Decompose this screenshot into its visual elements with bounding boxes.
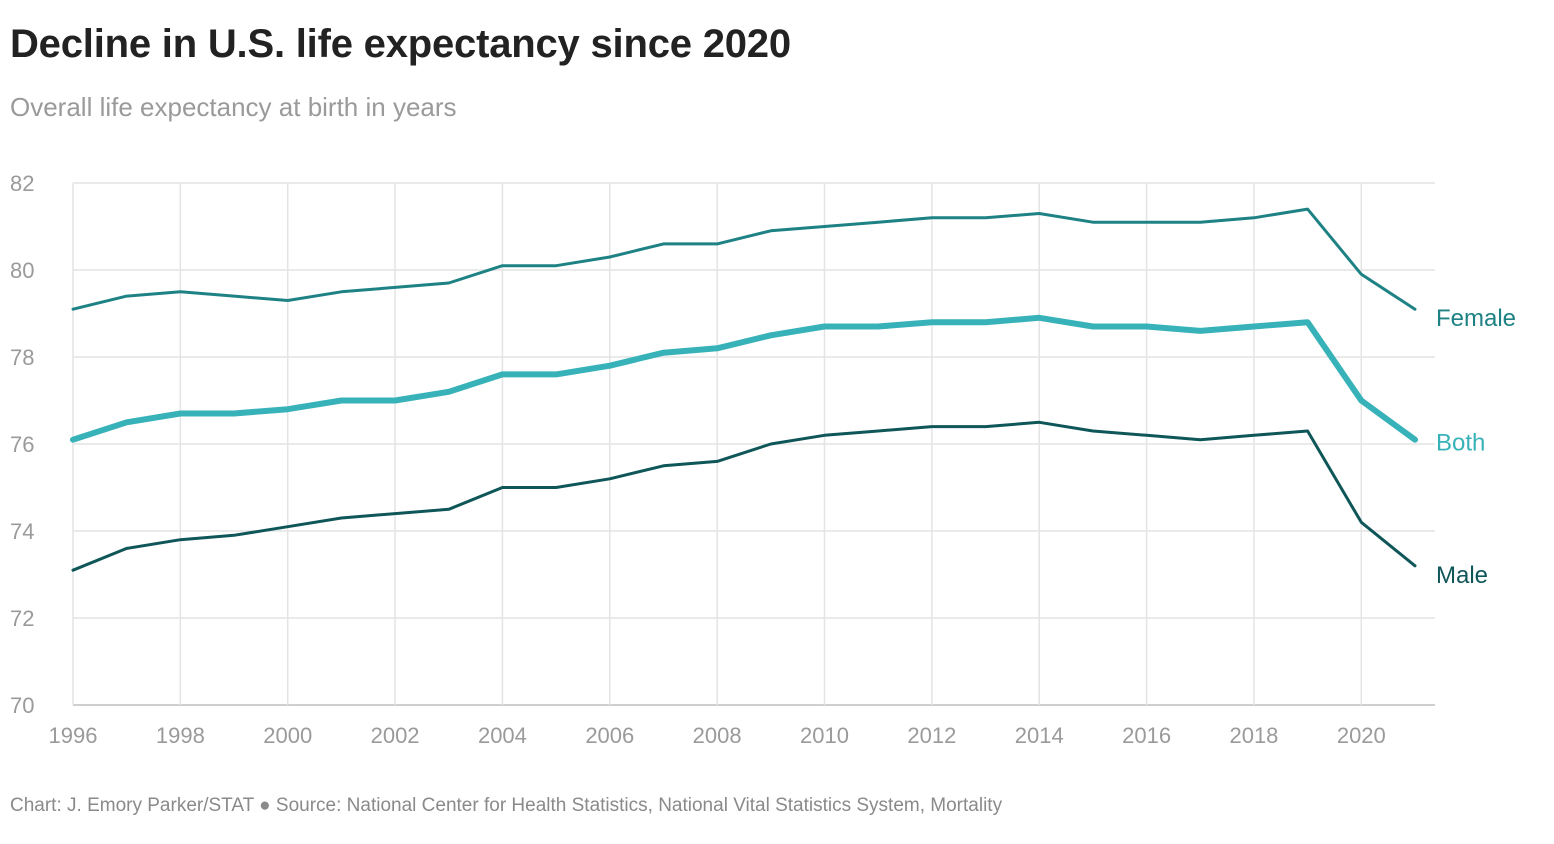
y-tick-label-76: 76: [10, 432, 34, 457]
x-tick-label-2006: 2006: [585, 723, 634, 748]
x-tick-label-2004: 2004: [478, 723, 527, 748]
x-tick-label-2000: 2000: [263, 723, 312, 748]
chart-title: Decline in U.S. life expectancy since 20…: [10, 22, 791, 66]
x-tick-label-2012: 2012: [907, 723, 956, 748]
y-tick-label-82: 82: [10, 171, 34, 196]
x-tick-label-2020: 2020: [1337, 723, 1386, 748]
x-tick-label-1998: 1998: [156, 723, 205, 748]
grid-layer: [72, 182, 1435, 706]
series-label-male: Male: [1436, 562, 1488, 589]
series-line-male: [71, 420, 1417, 572]
chart-subtitle: Overall life expectancy at birth in year…: [10, 92, 457, 122]
x-tick-label-1996: 1996: [49, 723, 98, 748]
series-label-female: Female: [1436, 305, 1516, 332]
y-tick-label-78: 78: [10, 345, 34, 370]
x-tick-label-2008: 2008: [693, 723, 742, 748]
y-tick-label-80: 80: [10, 258, 34, 283]
y-tick-label-70: 70: [10, 693, 34, 718]
series-label-layer: Female Both Male: [1436, 305, 1516, 589]
series-label-both: Both: [1436, 430, 1485, 457]
x-tick-label-2016: 2016: [1122, 723, 1171, 748]
x-tick-label-2014: 2014: [1015, 723, 1064, 748]
chart-source-note: Chart: J. Emory Parker/STAT ● Source: Na…: [10, 795, 1003, 816]
y-tick-label-74: 74: [10, 519, 34, 544]
y-tick-label-72: 72: [10, 606, 34, 631]
series-line-female: [71, 207, 1417, 311]
x-tick-label-2002: 2002: [371, 723, 420, 748]
x-tick-label-2018: 2018: [1229, 723, 1278, 748]
axis-layer: 70 72 74 76 78 80 82 1996 1998 2000 2002 2004 2006 20…: [10, 171, 1386, 748]
series-line-both: [70, 314, 1418, 443]
x-tick-label-2010: 2010: [800, 723, 849, 748]
series-layer: [70, 207, 1418, 572]
